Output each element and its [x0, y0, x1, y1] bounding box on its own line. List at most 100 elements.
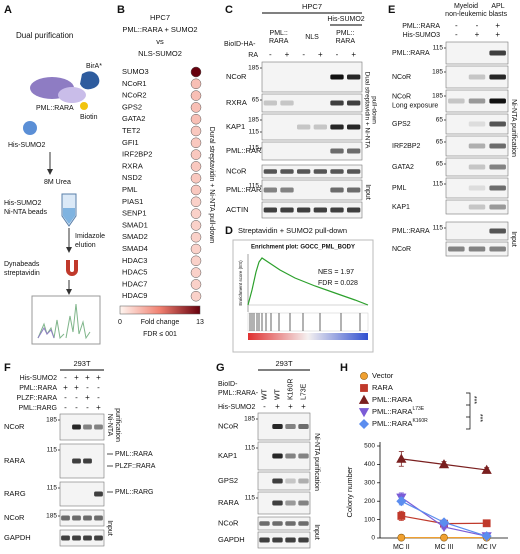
point: [396, 453, 407, 463]
point: [440, 533, 448, 542]
blot-frame: [261, 113, 363, 141]
es-curve: [247, 257, 369, 306]
blot-band: [272, 424, 283, 429]
cell-line: 293T: [275, 359, 293, 368]
blot-frame: [445, 89, 509, 113]
fold-change-dot: [190, 137, 202, 149]
column-label: WT: [261, 388, 268, 400]
fold-change-dot: [190, 102, 202, 113]
fold-change-dot: [190, 267, 202, 278]
panel-a-diagram: [23, 71, 101, 345]
blot-frame: [257, 471, 311, 491]
condition-sign: +: [285, 50, 290, 59]
mw-marker: 65: [252, 97, 260, 104]
blot-band: [330, 187, 344, 193]
fold-change-dot: [190, 184, 202, 196]
fold-change-dot: [190, 255, 202, 267]
blot-frame: [445, 177, 509, 199]
side-label: Input: [364, 184, 371, 200]
legend-entry: Vector: [372, 371, 394, 380]
gene-label: TET2: [122, 126, 140, 135]
header-text: NLS-SUMO2: [138, 49, 182, 58]
panel-letter: D: [225, 225, 233, 237]
condition-sign: +: [351, 50, 356, 59]
mw-marker: 115: [245, 495, 256, 502]
blot-band: [263, 100, 277, 106]
gene-label: NSD2: [122, 173, 142, 182]
blot-label: RARA: [218, 498, 239, 507]
blot-band: [61, 515, 70, 521]
blot-frame: [445, 157, 509, 177]
condition-sign: -: [97, 383, 100, 392]
blot-label: NCoR: [392, 246, 411, 253]
row-label: BioID-: [218, 381, 238, 388]
stat-label: FDR = 0.028: [318, 280, 358, 287]
mw-marker: 115: [47, 447, 58, 454]
colorbar: [119, 305, 201, 315]
blot-label: NCoR: [226, 72, 247, 81]
condition-sign: +: [74, 373, 79, 382]
blot-label: NCoR: [392, 93, 411, 100]
blot-band: [347, 74, 361, 80]
gene-label: HDAC5: [122, 268, 147, 277]
condition-sign: +: [288, 402, 293, 411]
blot-label: NCoR: [392, 74, 411, 81]
gene-label: GFI1: [122, 138, 139, 147]
side-label: Ni-NTA purification: [510, 99, 517, 157]
sumo-shape: [23, 121, 37, 135]
panel-letter: F: [4, 362, 11, 374]
legend-name: PML::RARA: [372, 419, 412, 428]
blot-frame: [59, 509, 105, 527]
panel-letter: E: [388, 4, 395, 16]
legend-superscript: K160R: [412, 418, 428, 424]
point: [396, 496, 407, 507]
legend-entry: PML::RARAL73E: [372, 406, 425, 416]
mw-marker: 115: [47, 485, 58, 492]
blot-band: [297, 124, 311, 130]
y-tick-label: 0: [371, 535, 375, 542]
panel-letter: H: [340, 362, 348, 374]
condition-sign: -: [336, 50, 339, 59]
column-label: NLS: [305, 34, 319, 41]
blot-label: NCoR: [218, 421, 239, 430]
fold-change-dot: [190, 208, 202, 219]
fold-change-dot: [190, 243, 202, 255]
gene-label: HDAC9: [122, 291, 147, 300]
blot-band: [83, 458, 92, 464]
gene-label: PIAS1: [122, 197, 143, 206]
condition-sign: -: [75, 393, 78, 402]
blot-label: GPS2: [392, 121, 411, 128]
blot-band: [285, 521, 296, 526]
protein-shape: [58, 87, 86, 103]
axis-label: Colony number: [345, 466, 354, 517]
blot-band: [263, 169, 277, 174]
legend-name: PML::RARA: [372, 395, 412, 404]
column-label: RARA: [336, 38, 356, 45]
blot-band: [94, 424, 103, 430]
blot-band: [259, 521, 270, 526]
blot-band: [61, 535, 70, 541]
y-tick-label: 200: [364, 498, 375, 505]
panel-letter: G: [216, 362, 225, 374]
blot-frame: [257, 531, 311, 549]
blot-label: RXRA: [226, 98, 247, 107]
fold-change-dot: [190, 196, 202, 208]
blot-label: GATA2: [392, 164, 414, 171]
cell-line: 293T: [73, 359, 91, 368]
side-label: Input: [106, 520, 113, 536]
mw-marker: 185: [244, 416, 255, 423]
blot-band: [468, 204, 486, 210]
fold-change-dot: [190, 66, 202, 78]
condition-sign: +: [495, 21, 500, 30]
bira-shape: [80, 71, 100, 90]
blot-band: [330, 207, 344, 213]
mw-marker: 185: [46, 513, 57, 520]
column-label: PML::: [336, 30, 354, 37]
blot-frame: [445, 199, 509, 215]
scale-label: 13: [196, 319, 204, 326]
side-label: Ni-NTA purification: [313, 433, 320, 491]
fdr-label: FDR ≤ 001: [143, 331, 177, 338]
y-tick-label: 300: [364, 480, 375, 487]
blot-label: Long exposure: [392, 102, 438, 109]
mw-marker: 115: [249, 183, 260, 190]
